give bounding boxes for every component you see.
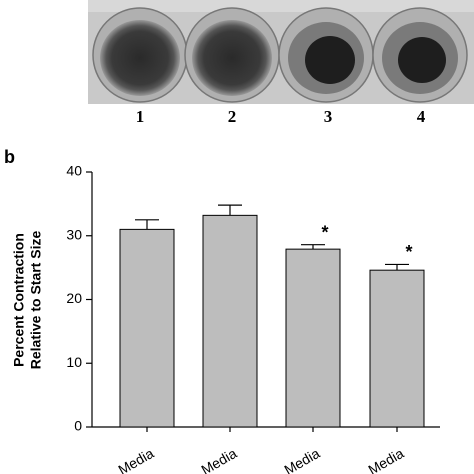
y-tick-label: 20 — [66, 290, 82, 306]
bar — [202, 214, 258, 428]
well-label: 2 — [228, 107, 237, 126]
bar — [119, 228, 175, 428]
well-label: 3 — [324, 107, 333, 126]
x-tick-label: Media — [365, 445, 406, 474]
significance-label: * — [405, 242, 412, 262]
y-tick-label: 0 — [74, 418, 82, 434]
bar — [285, 248, 341, 428]
well-label: 4 — [417, 107, 426, 126]
x-tick-label: Media — [115, 445, 156, 474]
significance-label: * — [321, 222, 328, 242]
y-axis-title-line: Percent Contraction — [11, 233, 27, 367]
plate-photo — [88, 0, 474, 104]
panel-label: b — [4, 147, 15, 167]
bar — [369, 269, 425, 428]
y-axis-title-line: Relative to Start Size — [28, 231, 44, 370]
x-tick-label: Media — [281, 445, 322, 474]
y-axis-title: Percent Contraction Relative to Start Si… — [11, 231, 44, 370]
y-tick-label: 10 — [66, 354, 82, 370]
y-tick-label: 30 — [66, 226, 82, 242]
x-tick-label: Media — [198, 445, 239, 474]
y-tick-label: 40 — [66, 163, 82, 179]
plot: 0 10 20 30 40 Media Media * Media * Media — [66, 163, 440, 474]
well-label: 1 — [136, 107, 145, 126]
